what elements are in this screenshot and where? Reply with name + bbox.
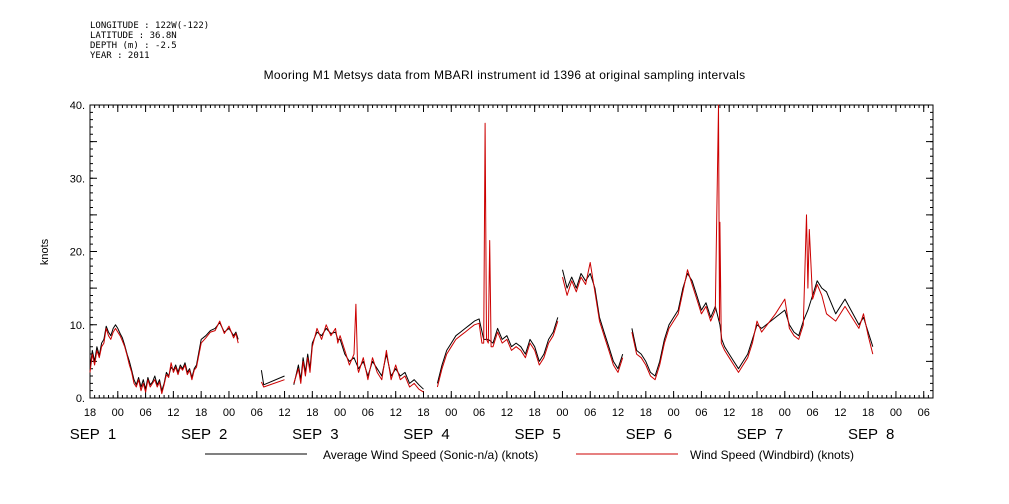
x-tick-label: 06 (918, 407, 930, 419)
x-tick-label: 00 (112, 407, 124, 419)
x-tick-label: 12 (167, 407, 179, 419)
y-tick-label: 20. (70, 247, 85, 259)
series-average-line-segment (562, 269, 624, 370)
x-tick-label: 12 (278, 407, 290, 419)
series-average-line-segment (260, 370, 285, 386)
x-tick-label: 00 (223, 407, 235, 419)
day-labels: SEP 1 SEP 2 SEP 3 SEP 4 SEP 5 SEP 6 SEP 7 SEP 8 (70, 426, 895, 443)
plot-frame (89, 104, 934, 399)
legend: Average Wind Speed (Sonic-n/a) (knots) W… (205, 448, 854, 462)
x-tick-label: 00 (667, 407, 679, 419)
series-average-line-segment (436, 317, 559, 384)
x-tick-label: 06 (473, 407, 485, 419)
series-average-line (89, 269, 874, 392)
x-tick-label: 12 (723, 407, 735, 419)
x-tick-label: 12 (390, 407, 402, 419)
x-tick-label: 06 (584, 407, 596, 419)
x-tick-label: 12 (612, 407, 624, 419)
x-tick-label: 00 (890, 407, 902, 419)
series-average-line-segment (293, 327, 424, 390)
series-windbird-line-segment (260, 379, 285, 388)
day-label: SEP 6 (626, 426, 672, 443)
day-label: SEP 5 (514, 426, 560, 443)
series-windbird-line-segment (436, 122, 559, 388)
x-tick-label: 12 (501, 407, 513, 419)
x-tick-label: 00 (334, 407, 346, 419)
year-text: YEAR : 2011 (90, 51, 150, 61)
day-label: SEP 8 (848, 426, 894, 443)
series-average-line-segment (631, 273, 874, 377)
y-tick-label: 30. (70, 173, 85, 185)
x-tick-label: 18 (640, 407, 652, 419)
series-windbird-line (89, 104, 874, 395)
day-label: SEP 2 (181, 426, 227, 443)
y-tick-label: 40. (70, 100, 85, 112)
x-tick-labels: 18 00 06 12 18 00 06 12 18 00 06 12 18 00 06 12 18 00 06 12… (84, 407, 930, 419)
y-tick-label: 0. (76, 393, 85, 405)
x-tick-label: 18 (417, 407, 429, 419)
major-ticks (89, 104, 933, 399)
series-windbird-line-segment (631, 104, 874, 381)
x-tick-label: 06 (806, 407, 818, 419)
legend-label-average: Average Wind Speed (Sonic-n/a) (knots) (323, 448, 538, 462)
x-tick-label: 06 (251, 407, 263, 419)
day-label: SEP 4 (403, 426, 449, 443)
y-axis-label: knots (39, 238, 51, 265)
latitude-text: LATITUDE : 36.8N (90, 31, 177, 41)
x-tick-label: 12 (834, 407, 846, 419)
series-windbird-line-segment (89, 320, 239, 395)
x-tick-label: 18 (195, 407, 207, 419)
series-windbird-line-segment (293, 303, 424, 393)
x-tick-label: 00 (779, 407, 791, 419)
x-tick-label: 00 (556, 407, 568, 419)
series-windbird-line-segment (562, 262, 624, 373)
metadata-block: LONGITUDE : 122W(-122) LATITUDE : 36.8N … (90, 21, 209, 61)
day-label: SEP 7 (737, 426, 783, 443)
x-tick-label: 18 (529, 407, 541, 419)
minor-ticks (89, 104, 934, 399)
day-label: SEP 3 (292, 426, 338, 443)
x-tick-label: 06 (139, 407, 151, 419)
legend-label-windbird: Wind Speed (Windbird) (knots) (690, 448, 854, 462)
x-tick-label: 06 (695, 407, 707, 419)
chart-title: Mooring M1 Metsys data from MBARI instru… (263, 68, 746, 82)
x-tick-label: 00 (445, 407, 457, 419)
minor-tick-marks (89, 104, 934, 399)
x-tick-label: 06 (362, 407, 374, 419)
y-tick-label: 10. (70, 320, 85, 332)
longitude-text: LONGITUDE : 122W(-122) (90, 21, 210, 31)
depth-text: DEPTH (m) : -2.5 (90, 41, 177, 51)
series-layer (89, 104, 874, 395)
x-tick-label: 18 (84, 407, 96, 419)
series-average-line-segment (89, 322, 239, 392)
x-tick-label: 18 (862, 407, 874, 419)
day-label: SEP 1 (70, 426, 116, 443)
y-tick-labels: 0. 10. 20. 30. 40. (70, 100, 85, 405)
x-tick-label: 18 (306, 407, 318, 419)
x-tick-label: 18 (751, 407, 763, 419)
